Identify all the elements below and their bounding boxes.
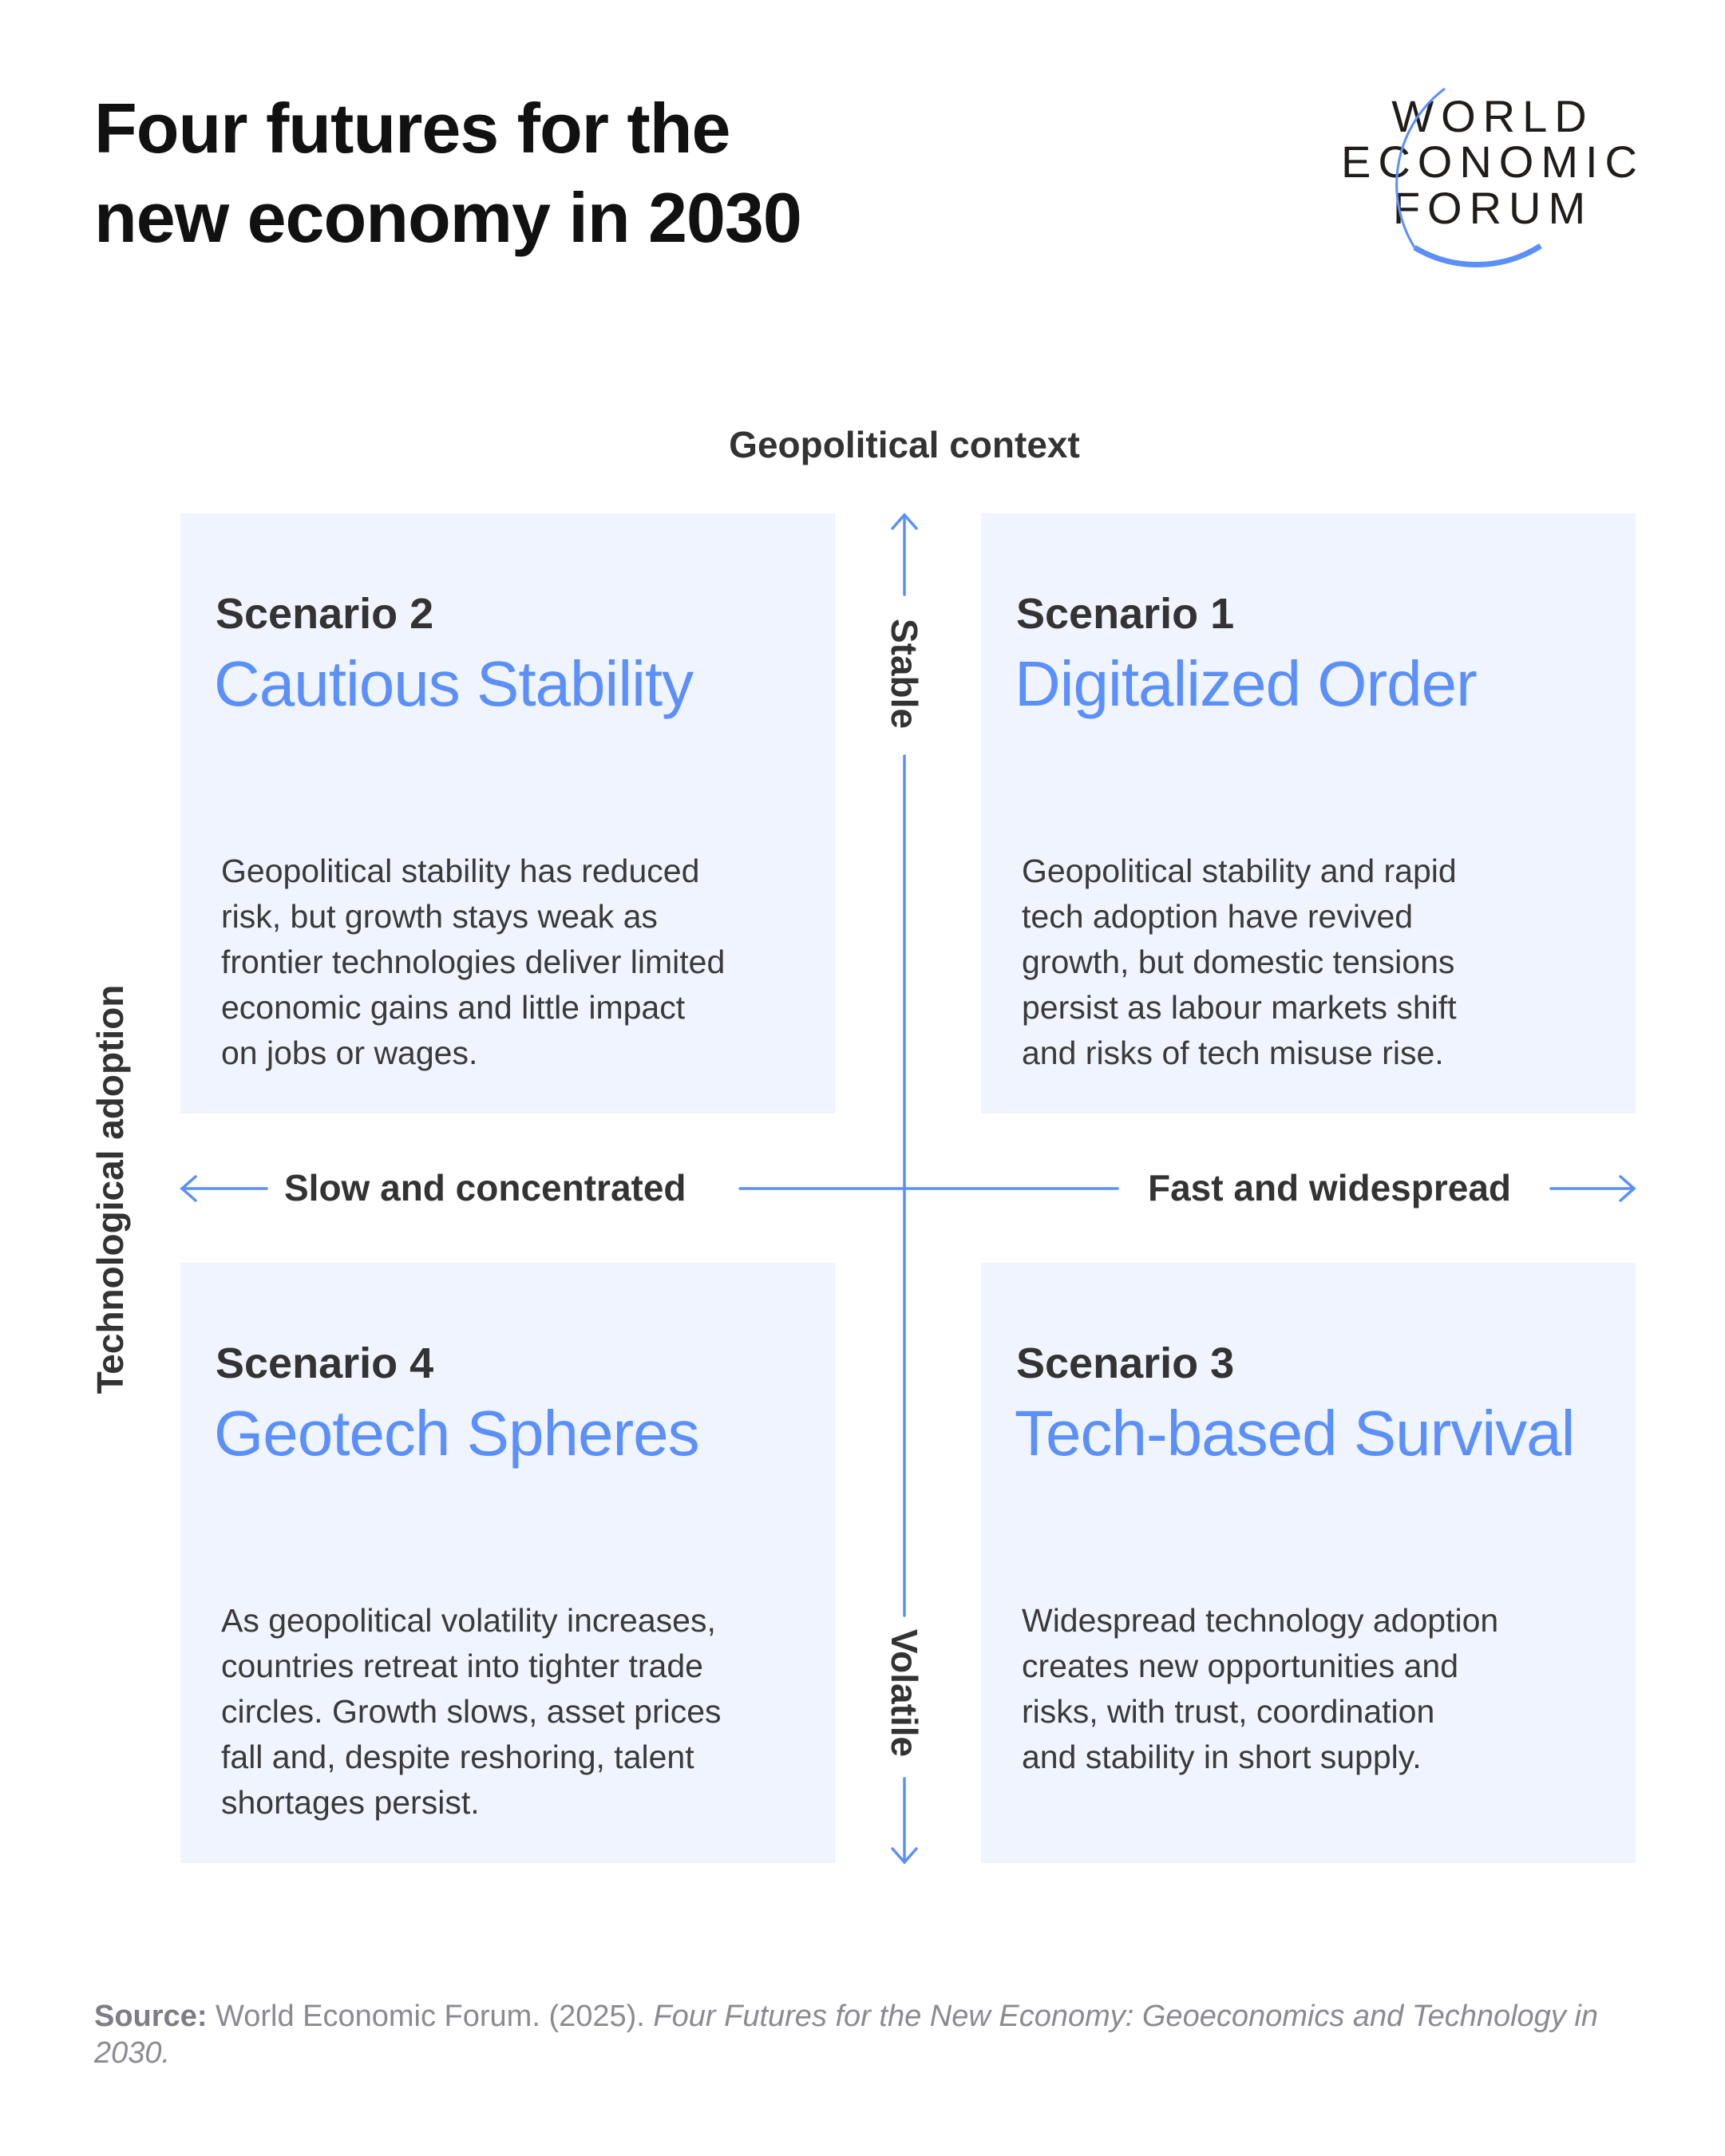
text-line: Widespread technology adoption <box>1022 1602 1499 1639</box>
axis-label-fast: Fast and widespread <box>1148 1167 1512 1209</box>
arrow-up-icon <box>891 512 918 530</box>
wef-logo: WORLD ECONOMIC FORUM <box>1341 87 1644 267</box>
scenario-label: Scenario 1 <box>1016 590 1235 638</box>
text-line: risk, but growth stays weak as <box>221 898 658 935</box>
scenario-card-3: Scenario 3 Tech-based Survival Widesprea… <box>981 1263 1636 1863</box>
text-line: shortages persist. <box>221 1784 480 1821</box>
axis-label-stable: Stable <box>884 618 925 730</box>
logo-text: ECONOMIC <box>1341 136 1644 187</box>
text-line: and risks of tech misuse rise. <box>1022 1034 1444 1071</box>
scenario-label: Scenario 4 <box>216 1339 434 1387</box>
text-line: countries retreat into tighter trade <box>221 1648 703 1684</box>
logo-arc <box>1395 87 1446 248</box>
scenario-name: Digitalized Order <box>1015 648 1478 719</box>
source-label: Source: <box>94 2000 208 2033</box>
text-line: As geopolitical volatility increases, <box>221 1602 716 1639</box>
source-note: Source: World Economic Forum. (2025). Fo… <box>94 1998 1643 2071</box>
scenario-name: Cautious Stability <box>214 648 694 719</box>
arrow-left-icon <box>180 1175 197 1202</box>
text-line: Geopolitical stability and rapid <box>1022 853 1457 889</box>
arrow-right-icon <box>1619 1175 1636 1202</box>
scenario-card-2: Scenario 2 Cautious Stability Geopolitic… <box>180 513 835 1114</box>
title-line: Four futures for the <box>94 89 730 168</box>
scenario-card-4: Scenario 4 Geotech Spheres As geopolitic… <box>180 1263 835 1863</box>
text-line: fall and, despite reshoring, talent <box>221 1739 694 1775</box>
text-line: growth, but domestic tensions <box>1022 943 1455 980</box>
logo-text: FORUM <box>1393 183 1592 233</box>
axis-label-volatile: Volatile <box>884 1628 925 1758</box>
text-line: circles. Growth slows, asset prices <box>221 1693 722 1730</box>
source-text: World Economic Forum. (2025). <box>216 2000 645 2033</box>
text-line: persist as labour markets shift <box>1022 989 1457 1026</box>
text-line: Geopolitical stability has reduced <box>221 853 700 889</box>
text-line: economic gains and little impact <box>221 989 686 1026</box>
scenario-description: As geopolitical volatility increases, cou… <box>221 1598 722 1826</box>
source-publication: Four Futures for the New Economy: Geoeco… <box>94 2000 1598 2070</box>
horizontal-axis-title: Technological adoption <box>89 984 131 1394</box>
text-line: and stability in short supply. <box>1022 1739 1422 1775</box>
scenario-description: Geopolitical stability and rapid tech ado… <box>1022 849 1457 1076</box>
scenario-description: Geopolitical stability has reduced risk, … <box>221 849 725 1076</box>
axis-label-slow: Slow and concentrated <box>284 1167 686 1209</box>
scenario-description: Widespread technology adoption creates ne… <box>1022 1598 1498 1780</box>
text-line: risks, with trust, coordination <box>1022 1693 1435 1730</box>
title-line: new economy in 2030 <box>94 178 802 257</box>
scenario-name: Tech-based Survival <box>1015 1398 1575 1469</box>
text-line: frontier technologies deliver limited <box>221 943 726 980</box>
vertical-axis-title: Geopolitical context <box>729 424 1080 465</box>
scenario-label: Scenario 2 <box>216 590 434 638</box>
page-title: Four futures for the new economy in 2030 <box>94 84 802 263</box>
scenario-label: Scenario 3 <box>1016 1339 1235 1387</box>
scenario-card-1: Scenario 1 Digitalized Order Geopolitica… <box>981 513 1636 1114</box>
text-line: tech adoption have revived <box>1022 898 1414 935</box>
arrow-down-icon <box>891 1847 918 1865</box>
text-line: creates new opportunities and <box>1022 1648 1459 1684</box>
text-line: on jobs or wages. <box>221 1034 478 1071</box>
scenario-name: Geotech Spheres <box>214 1398 700 1469</box>
logo-text: WORLD <box>1391 91 1593 141</box>
logo-arc <box>1413 243 1542 267</box>
